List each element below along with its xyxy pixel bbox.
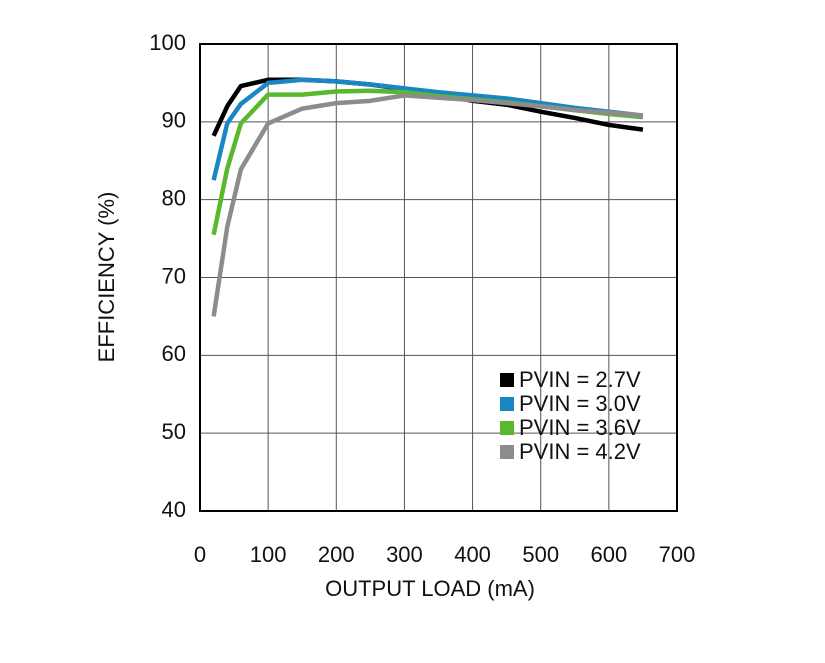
legend-label: PVIN = 2.7V [519, 367, 641, 392]
legend-swatch [500, 373, 514, 387]
legend-swatch [500, 445, 514, 459]
legend-label: PVIN = 4.2V [519, 439, 641, 464]
y-tick-label: 60 [162, 341, 186, 366]
data-line [211, 77, 644, 181]
y-tick-label: 40 [162, 497, 186, 522]
x-tick-label: 400 [454, 542, 491, 567]
y-tick-label: 50 [162, 419, 186, 444]
legend-label: PVIN = 3.0V [519, 391, 641, 416]
x-tick-label: 100 [250, 542, 287, 567]
x-tick-label: 300 [386, 542, 423, 567]
x-tick-label: 500 [522, 542, 559, 567]
y-tick-label: 80 [162, 185, 186, 210]
legend-label: PVIN = 3.6V [519, 415, 641, 440]
x-tick-label: 600 [590, 542, 627, 567]
y-tick-label: 70 [162, 263, 186, 288]
x-axis-label: OUTPUT LOAD (mA) [325, 576, 535, 601]
x-tick-label: 200 [318, 542, 355, 567]
y-tick-label: 90 [162, 108, 186, 133]
data-line [211, 93, 644, 317]
legend-swatch [500, 421, 514, 435]
x-tick-label: 0 [194, 542, 206, 567]
x-tick-label: 700 [659, 542, 696, 567]
y-axis-label: EFFICIENCY (%) [94, 192, 119, 363]
plot-frame [199, 43, 678, 512]
y-tick-label: 100 [149, 30, 186, 55]
legend-swatch [500, 397, 514, 411]
